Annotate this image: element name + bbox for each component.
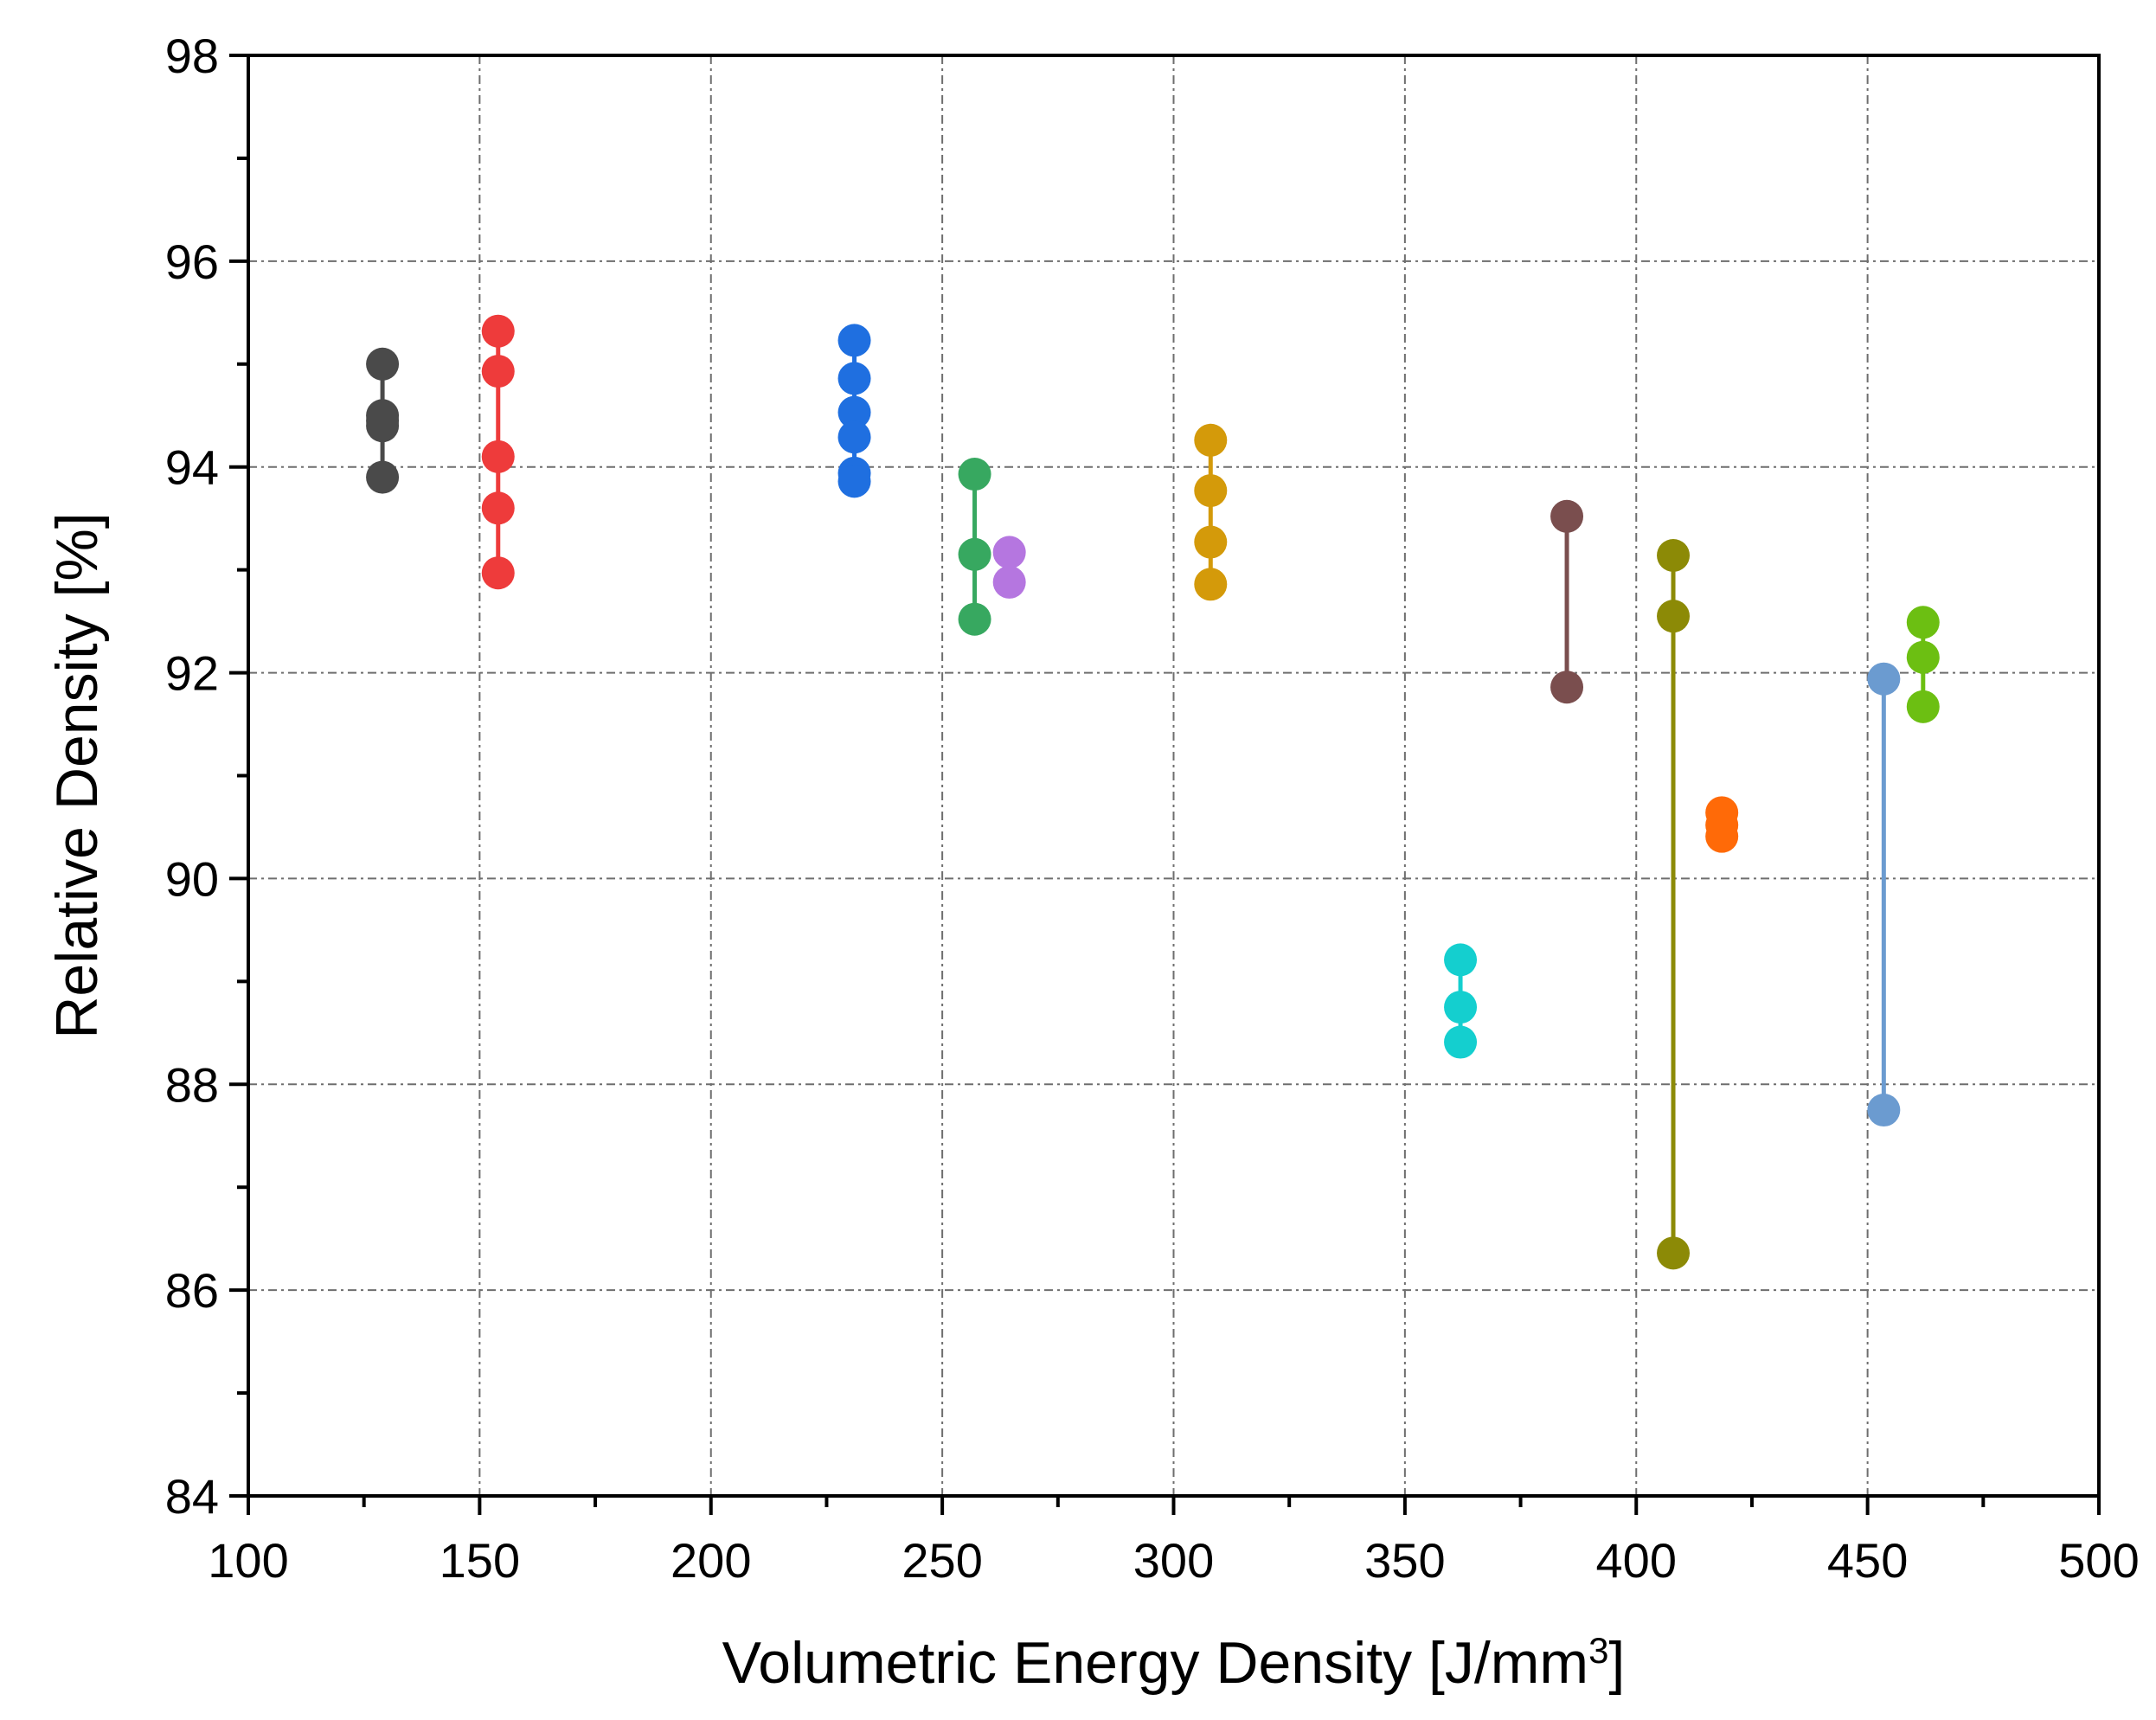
y-tick-label: 90 xyxy=(165,851,219,906)
y-tick-label: 86 xyxy=(165,1263,219,1318)
y-tick-label: 84 xyxy=(165,1469,219,1524)
data-point xyxy=(1867,1094,1901,1127)
data-point xyxy=(481,314,515,348)
x-tick-label: 450 xyxy=(1827,1533,1908,1588)
major-ticks xyxy=(229,54,2101,1515)
x-tick-label: 150 xyxy=(440,1533,520,1588)
x-tick-label: 100 xyxy=(208,1533,288,1588)
data-point xyxy=(1657,600,1691,633)
data-point xyxy=(837,362,871,395)
data-point xyxy=(1867,662,1901,696)
data-point xyxy=(1906,606,1940,639)
series-group-462 xyxy=(1906,606,1940,723)
series-group-385 xyxy=(1550,499,1584,704)
series-group-129 xyxy=(366,347,400,494)
data-point xyxy=(837,465,871,498)
data-point xyxy=(958,458,991,491)
y-tick-label: 94 xyxy=(165,440,219,495)
data-point xyxy=(1194,474,1228,508)
data-point xyxy=(481,355,515,388)
x-axis-title-suffix: ] xyxy=(1608,1630,1625,1696)
data-point xyxy=(1444,1025,1478,1059)
minor-ticks xyxy=(237,156,1986,1507)
data-series xyxy=(366,314,1940,1270)
data-point xyxy=(1550,499,1584,533)
series-group-154 xyxy=(481,314,515,590)
data-point xyxy=(481,556,515,590)
grid xyxy=(248,55,2099,1496)
data-point xyxy=(366,409,400,443)
data-point xyxy=(992,536,1026,569)
y-axis-title: Relative Density [%] xyxy=(44,512,110,1038)
x-tick-labels: 100 150 200 250 300 350 400 450 500 xyxy=(208,1533,2139,1588)
data-point xyxy=(1657,1236,1691,1270)
series-group-418 xyxy=(1705,796,1739,853)
x-tick-label: 300 xyxy=(1133,1533,1214,1588)
data-point xyxy=(958,602,991,636)
y-tick-label: 88 xyxy=(165,1057,219,1112)
y-tick-label: 98 xyxy=(165,29,219,83)
data-point xyxy=(366,347,400,381)
data-point xyxy=(1194,423,1228,457)
x-axis-title-superscript: 3 xyxy=(1588,1630,1608,1671)
series-group-257 xyxy=(958,458,991,636)
x-tick-label: 500 xyxy=(2058,1533,2139,1588)
series-group-264 xyxy=(992,536,1026,599)
data-point xyxy=(1444,943,1478,977)
data-point xyxy=(481,491,515,525)
data-point xyxy=(481,440,515,473)
x-tick-label: 200 xyxy=(671,1533,751,1588)
plot-frame xyxy=(247,54,2101,1498)
y-tick-label: 92 xyxy=(165,646,219,701)
series-group-362 xyxy=(1444,943,1478,1059)
x-tick-label: 400 xyxy=(1596,1533,1677,1588)
y-tick-labels: 84 86 88 90 92 94 96 98 xyxy=(165,29,219,1524)
data-point xyxy=(1194,568,1228,601)
data-point xyxy=(837,324,871,357)
data-point xyxy=(1194,525,1228,559)
series-group-308 xyxy=(1194,423,1228,601)
data-point xyxy=(1657,538,1691,572)
data-point xyxy=(958,537,991,571)
data-point xyxy=(1550,671,1584,704)
data-point xyxy=(1906,640,1940,674)
data-point xyxy=(837,395,871,429)
data-point xyxy=(366,460,400,494)
x-tick-label: 250 xyxy=(902,1533,982,1588)
x-axis-title-main: Volumetric Energy Density [J/mm xyxy=(722,1630,1588,1696)
series-group-231 xyxy=(837,324,871,498)
data-point xyxy=(1444,991,1478,1024)
data-point xyxy=(1705,819,1739,853)
y-tick-label: 96 xyxy=(165,234,219,289)
x-tick-label: 350 xyxy=(1364,1533,1445,1588)
data-point xyxy=(992,565,1026,599)
series-group-408 xyxy=(1657,538,1691,1270)
data-point xyxy=(837,420,871,454)
x-axis-title: Volumetric Energy Density [J/mm3] xyxy=(722,1630,1626,1697)
series-group-453 xyxy=(1867,662,1901,1127)
data-point xyxy=(1906,690,1940,723)
